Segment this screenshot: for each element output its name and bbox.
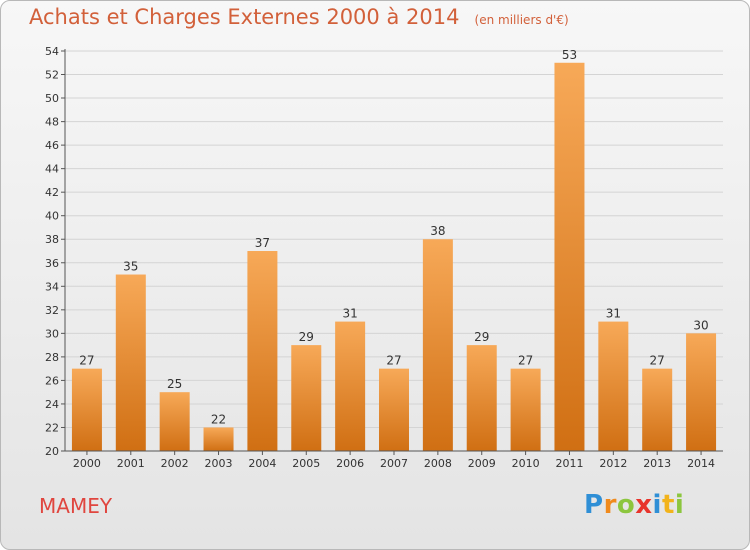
bars bbox=[71, 62, 717, 451]
bar-2011 bbox=[554, 62, 585, 451]
x-tick-label-2004: 2004 bbox=[248, 457, 276, 470]
bar-2005 bbox=[291, 345, 322, 451]
y-tick-label: 40 bbox=[45, 210, 59, 223]
y-tick-label: 50 bbox=[45, 92, 59, 105]
logo-letter: o bbox=[616, 490, 636, 520]
value-label-2000: 27 bbox=[79, 354, 94, 368]
x-tick-label-2009: 2009 bbox=[468, 457, 496, 470]
x-tick-label-2007: 2007 bbox=[380, 457, 408, 470]
x-tick-label-2005: 2005 bbox=[292, 457, 320, 470]
bar-2008 bbox=[422, 239, 453, 451]
bar-2006 bbox=[335, 321, 366, 451]
y-tick-label: 54 bbox=[45, 45, 59, 58]
labels: 20 22 24 26 28 30 32 34 36 38 40 42 44 46 48 50 52 54 27 20… bbox=[45, 45, 715, 470]
proxiti-logo: Proxiti bbox=[584, 490, 684, 520]
value-label-2011: 53 bbox=[562, 48, 577, 62]
axes bbox=[61, 49, 723, 455]
bar-2013 bbox=[642, 368, 673, 451]
commune-name: MAMEY bbox=[39, 494, 113, 518]
x-tick-label-2003: 2003 bbox=[205, 457, 233, 470]
y-tick-label: 26 bbox=[45, 374, 59, 387]
y-tick-label: 34 bbox=[45, 280, 59, 293]
value-label-2008: 38 bbox=[430, 224, 445, 238]
value-label-2006: 31 bbox=[342, 307, 357, 321]
y-tick-label: 52 bbox=[45, 69, 59, 82]
y-tick-label: 20 bbox=[45, 445, 59, 458]
x-tick-label-2014: 2014 bbox=[687, 457, 715, 470]
y-tick-label: 44 bbox=[45, 163, 59, 176]
x-tick-label-2006: 2006 bbox=[336, 457, 364, 470]
x-tick-label-2013: 2013 bbox=[643, 457, 671, 470]
x-tick-label-2000: 2000 bbox=[73, 457, 101, 470]
bar-2002 bbox=[159, 392, 190, 451]
bar-2007 bbox=[379, 368, 409, 451]
logo-letter: i bbox=[674, 490, 685, 520]
value-label-2005: 29 bbox=[299, 330, 314, 344]
y-tick-label: 32 bbox=[45, 304, 59, 317]
bar-2004 bbox=[247, 251, 278, 451]
value-label-2004: 37 bbox=[255, 236, 270, 250]
x-tick-label-2011: 2011 bbox=[555, 457, 583, 470]
chart-title-main: Achats et Charges Externes 2000 à 2014 bbox=[29, 5, 460, 29]
logo-letter: i bbox=[652, 490, 662, 520]
bar-2010 bbox=[510, 368, 541, 451]
y-tick-label: 28 bbox=[45, 351, 59, 364]
logo-letter: P bbox=[584, 490, 604, 520]
bar-2009 bbox=[466, 345, 497, 451]
value-label-2010: 27 bbox=[518, 354, 533, 368]
value-label-2007: 27 bbox=[386, 354, 401, 368]
value-label-2003: 22 bbox=[211, 412, 226, 426]
logo-letter: r bbox=[603, 490, 617, 520]
y-tick-label: 24 bbox=[45, 398, 59, 411]
bar-2000 bbox=[71, 368, 102, 451]
logo-letter: x bbox=[635, 490, 653, 520]
x-tick-label-2001: 2001 bbox=[117, 457, 145, 470]
bar-2003 bbox=[203, 427, 234, 451]
bar-2012 bbox=[598, 321, 629, 451]
value-label-2002: 25 bbox=[167, 377, 182, 391]
x-tick-label-2012: 2012 bbox=[599, 457, 627, 470]
bar-2014 bbox=[686, 333, 717, 451]
y-tick-label: 36 bbox=[45, 257, 59, 270]
logo-letter: t bbox=[661, 490, 675, 520]
bar-2001 bbox=[115, 274, 146, 451]
x-tick-label-2008: 2008 bbox=[424, 457, 452, 470]
value-label-2012: 31 bbox=[606, 307, 621, 321]
x-tick-label-2002: 2002 bbox=[161, 457, 189, 470]
x-tick-label-2010: 2010 bbox=[512, 457, 540, 470]
y-tick-label: 42 bbox=[45, 186, 59, 199]
value-label-2001: 35 bbox=[123, 260, 138, 274]
value-label-2014: 30 bbox=[693, 318, 708, 332]
y-tick-label: 22 bbox=[45, 421, 59, 434]
value-label-2009: 29 bbox=[474, 330, 489, 344]
chart-title: Achats et Charges Externes 2000 à 2014 (… bbox=[29, 5, 569, 29]
value-label-2013: 27 bbox=[650, 354, 665, 368]
y-tick-label: 46 bbox=[45, 139, 59, 152]
y-tick-label: 30 bbox=[45, 327, 59, 340]
chart-subtitle: (en milliers d'€) bbox=[474, 13, 569, 27]
y-tick-label: 38 bbox=[45, 233, 59, 246]
y-tick-label: 48 bbox=[45, 116, 59, 129]
